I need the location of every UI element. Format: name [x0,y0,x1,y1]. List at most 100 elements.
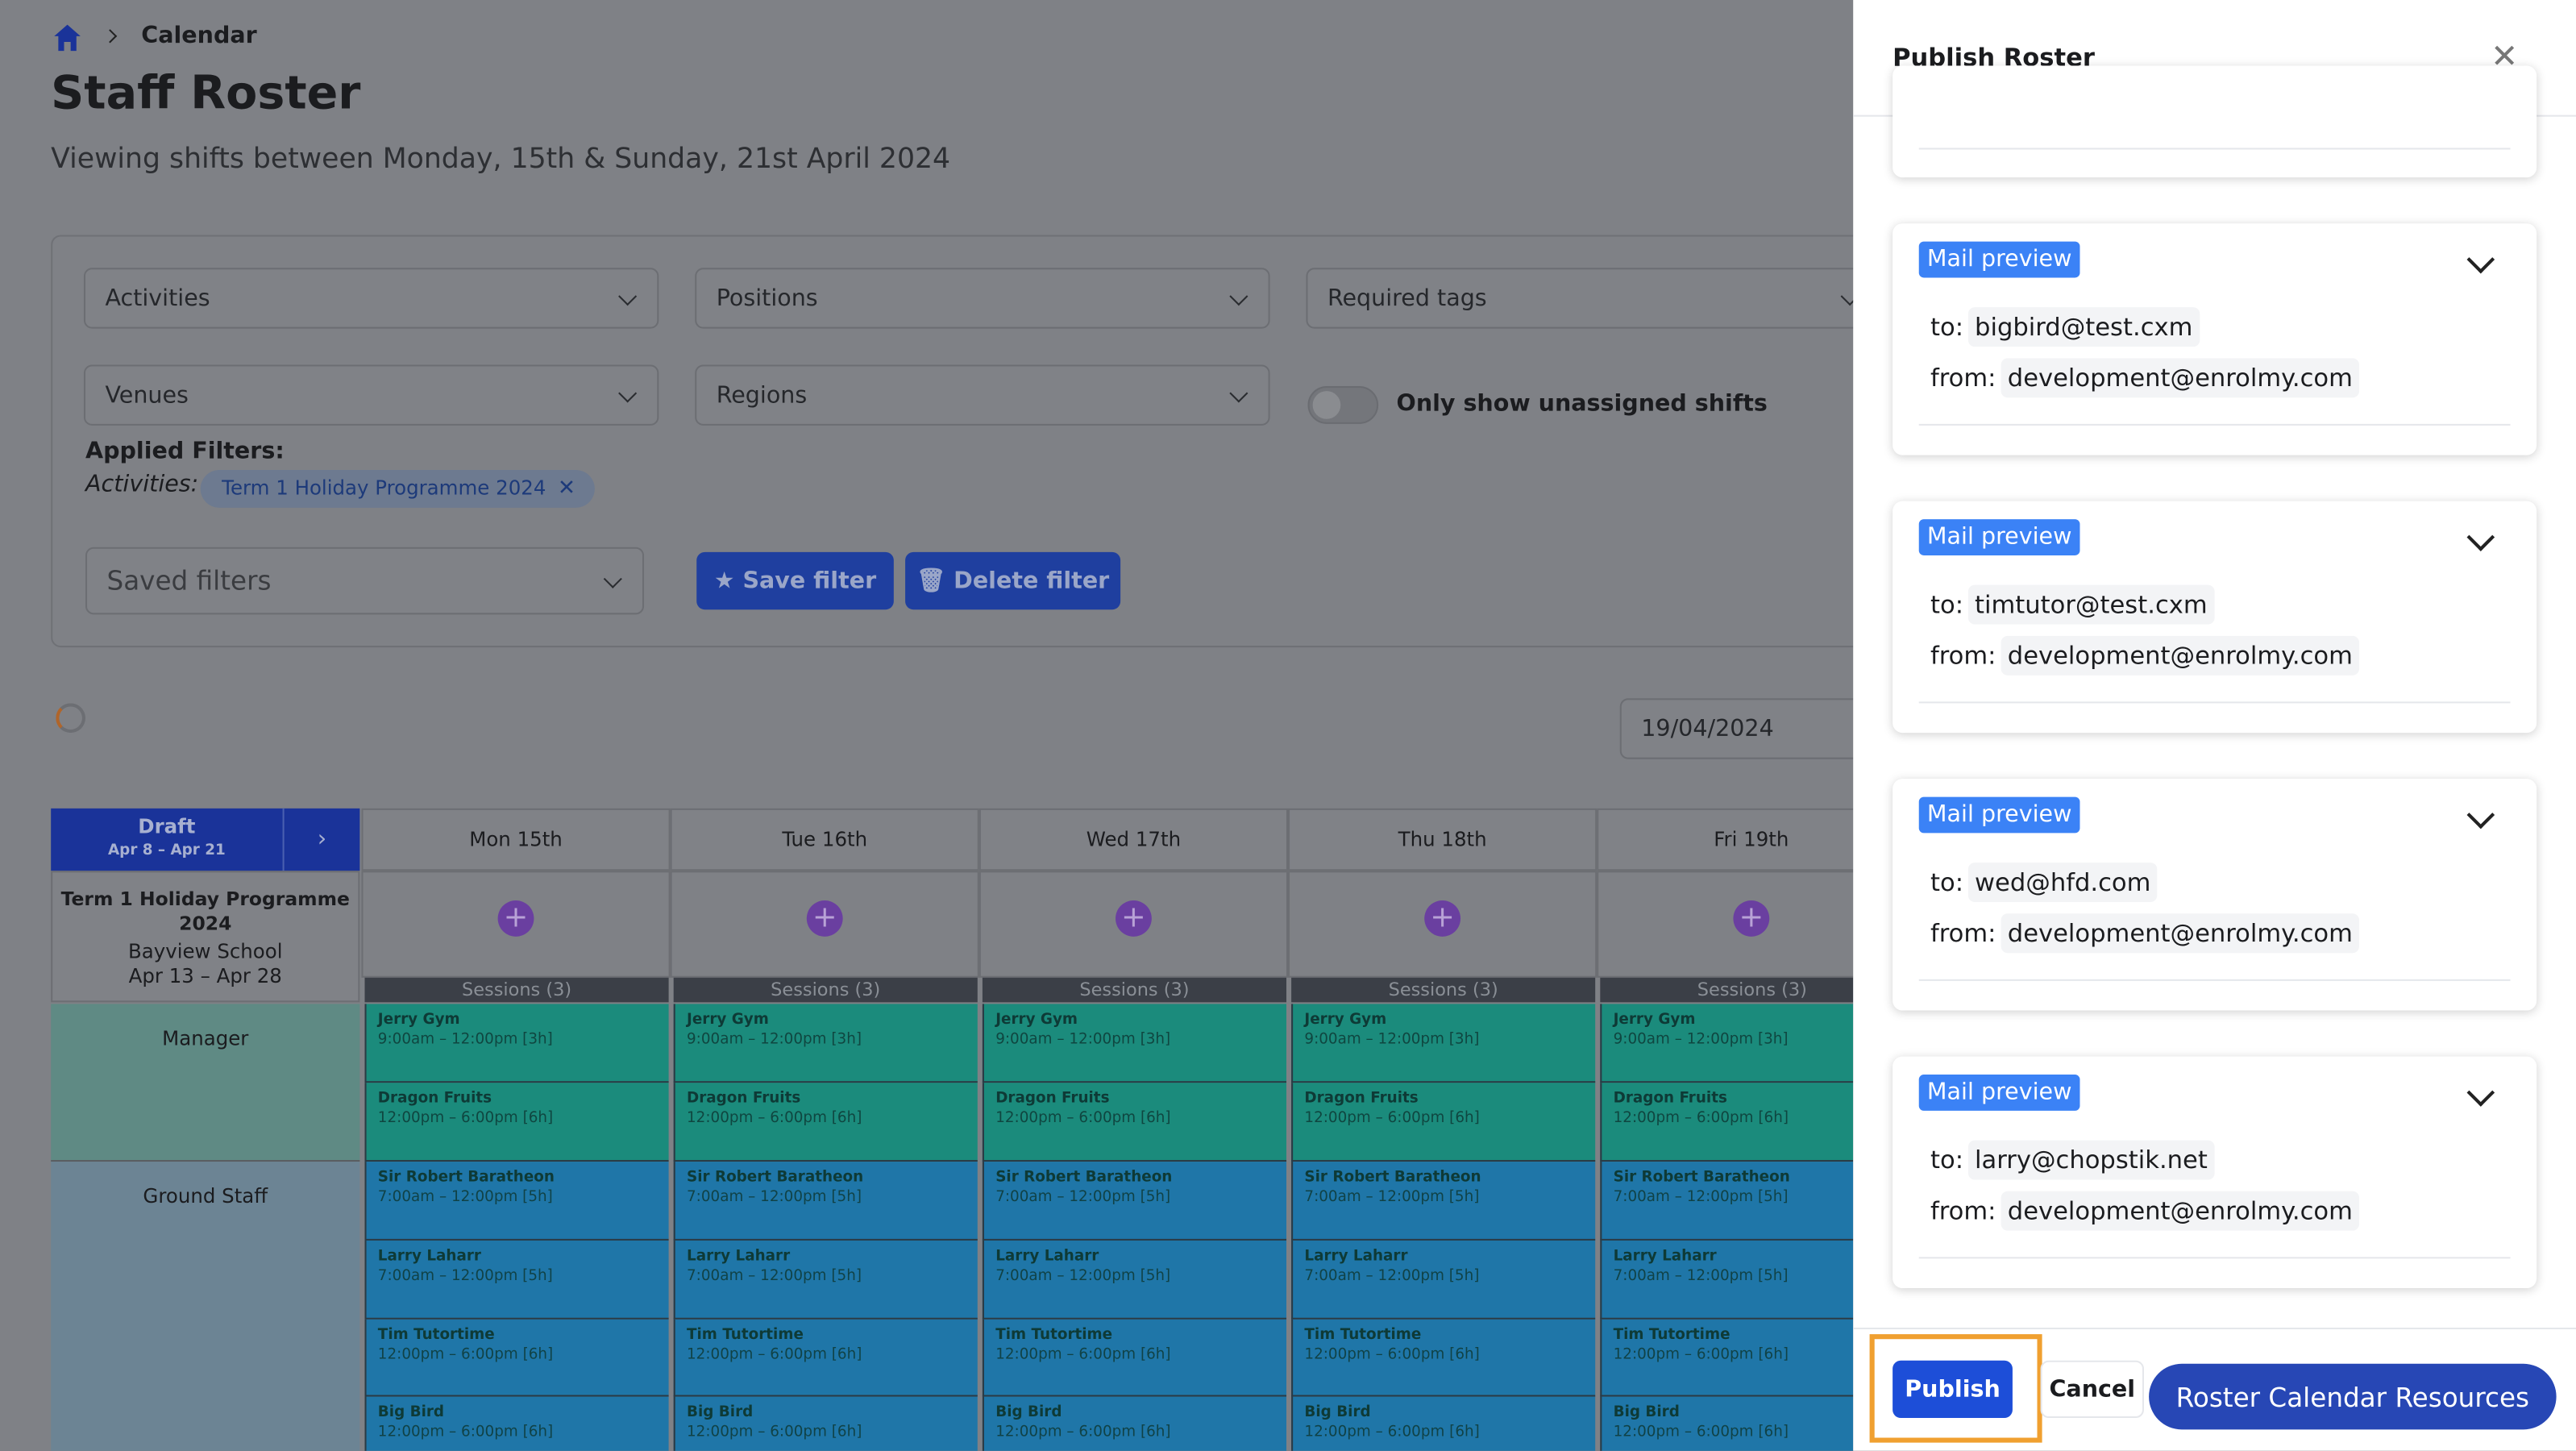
filter-chip[interactable]: Term 1 Holiday Programme 2024 ✕ [200,469,596,508]
venues-select[interactable]: Venues [83,364,659,426]
shift-name: Dragon Fruits [995,1091,1110,1108]
shift[interactable]: Sir Robert Baratheon 7:00am – 12:00pm [5h… [1291,1162,1596,1241]
shift[interactable]: Sir Robert Baratheon 7:00am – 12:00pm [5h… [1600,1162,1854,1241]
shift-name: Dragon Fruits [1613,1091,1727,1108]
shift[interactable]: Big Bird 12:00pm – 6:00pm [6h] [1291,1396,1596,1451]
expand[interactable] [2466,245,2495,274]
day-cell [1288,871,1598,978]
saved-filters[interactable]: Saved filters [85,547,645,615]
sessions-bar[interactable]: Sessions (3) [1291,977,1596,1003]
shift[interactable]: Jerry Gym 9:00am – 12:00pm [3h] [1600,1004,1854,1083]
shift[interactable]: Larry Laharr 7:00am – 12:00pm [5h] [673,1240,978,1320]
next-week[interactable]: › [282,808,360,871]
positions-select[interactable]: Positions [695,268,1270,329]
to-label: to: [1930,1145,1964,1175]
shift[interactable]: Tim Tutortime 12:00pm – 6:00pm [6h] [1600,1319,1854,1397]
to-label: to: [1930,867,1964,897]
shift[interactable]: Big Bird 12:00pm – 6:00pm [6h] [364,1396,669,1451]
label: Regions [716,381,808,409]
card [1893,65,2537,178]
day-label: Tue 16th [782,828,868,851]
shift-time: 12:00pm – 6:00pm [6h] [687,1347,862,1364]
home-icon[interactable] [52,23,82,53]
shift[interactable]: Dragon Fruits 12:00pm – 6:00pm [6h] [1600,1083,1854,1162]
divider [1918,701,2511,704]
sessions-bar[interactable]: Sessions (3) [982,977,1286,1003]
shift[interactable]: Larry Laharr 7:00am – 12:00pm [5h] [1600,1240,1854,1320]
shift[interactable]: Big Bird 12:00pm – 6:00pm [6h] [673,1396,978,1451]
program-name: Term 1 Holiday Programme 2024 [60,887,350,935]
resources-button[interactable]: Roster Calendar Resources [2149,1363,2557,1430]
activities-select[interactable]: Activities [83,268,659,329]
add-shift[interactable]: + [1733,900,1770,937]
shift-name: Big Bird [377,1404,445,1422]
shift[interactable]: Jerry Gym 9:00am – 12:00pm [3h] [673,1004,978,1083]
shift[interactable]: Dragon Fruits 12:00pm – 6:00pm [6h] [673,1083,978,1162]
mail-tag: Mail preview [1918,519,2080,555]
shift[interactable]: Jerry Gym 9:00am – 12:00pm [3h] [982,1004,1286,1083]
add-shift[interactable]: + [1424,900,1461,937]
shift[interactable]: Sir Robert Baratheon 7:00am – 12:00pm [5h… [364,1162,669,1241]
date-input[interactable]: 19/04/2024 [1619,698,1883,759]
from-label: from: [1930,1195,1996,1226]
shift[interactable]: Larry Laharr 7:00am – 12:00pm [5h] [982,1240,1286,1320]
cancel-button[interactable]: Cancel [2040,1360,2144,1419]
shift[interactable]: Jerry Gym 9:00am – 12:00pm [3h] [1291,1004,1596,1083]
shift-name: Sir Robert Baratheon [1613,1170,1790,1187]
group-cell [51,1162,360,1451]
shift[interactable]: Tim Tutortime 12:00pm – 6:00pm [6h] [982,1319,1286,1397]
sessions-bar[interactable]: Sessions (3) [1600,977,1854,1003]
expand[interactable] [2466,800,2495,829]
mail-card: Mail preview to: wed@hfd.com from: developme… [1893,779,2537,1011]
from-email: development@enrolmy.com [2001,913,2360,954]
day-label: Wed 17th [1086,828,1182,851]
shift[interactable]: Tim Tutortime 12:00pm – 6:00pm [6h] [673,1319,978,1397]
mail-tag: Mail preview [1918,796,2080,834]
day-header [1288,808,1598,871]
shift[interactable]: Dragon Fruits 12:00pm – 6:00pm [6h] [364,1083,669,1162]
add-shift[interactable]: + [1116,900,1152,937]
shift[interactable]: Larry Laharr 7:00am – 12:00pm [5h] [364,1240,669,1320]
add-shift[interactable]: + [806,900,843,937]
shift[interactable]: Larry Laharr 7:00am – 12:00pm [5h] [1291,1240,1596,1320]
draft-header[interactable] [51,808,283,871]
spinner [56,703,85,734]
toggle-label: Only show unassigned shifts [1396,391,1768,418]
shift[interactable]: Jerry Gym 9:00am – 12:00pm [3h] [364,1004,669,1083]
add-shift[interactable]: + [497,900,534,937]
shift[interactable]: Big Bird 12:00pm – 6:00pm [6h] [1600,1396,1854,1451]
shift-time: 9:00am – 12:00pm [3h] [1304,1032,1480,1049]
shift[interactable]: Dragon Fruits 12:00pm – 6:00pm [6h] [982,1083,1286,1162]
day-cell [1597,871,1854,978]
shift[interactable]: Sir Robert Baratheon 7:00am – 12:00pm [5h… [673,1162,978,1241]
shift[interactable]: Sir Robert Baratheon 7:00am – 12:00pm [5h… [982,1162,1286,1241]
expand[interactable] [2466,1079,2495,1107]
shift[interactable]: Dragon Fruits 12:00pm – 6:00pm [6h] [1291,1083,1596,1162]
shift-time: 7:00am – 12:00pm [5h] [1304,1189,1480,1207]
shift-name: Sir Robert Baratheon [377,1170,555,1187]
regions-select[interactable]: Regions [695,364,1270,426]
shift[interactable]: Tim Tutortime 12:00pm – 6:00pm [6h] [364,1319,669,1397]
shift-time: 9:00am – 12:00pm [3h] [1613,1032,1789,1049]
shift-time: 12:00pm – 6:00pm [6h] [377,1347,554,1364]
sessions-bar[interactable]: Sessions (3) [673,977,978,1003]
breadcrumb[interactable]: Calendar [141,23,257,50]
group-name: Manager [162,1026,249,1050]
label: Activities [105,285,210,312]
from-email: development@enrolmy.com [2001,358,2360,398]
label: Delete filter [954,568,1110,594]
delete-filter[interactable]: 🗑 Delete filter [905,551,1121,610]
shift[interactable]: Tim Tutortime 12:00pm – 6:00pm [6h] [1291,1319,1596,1397]
expand[interactable] [2466,523,2495,551]
sessions-bar[interactable]: Sessions (3) [364,977,669,1003]
tags-select[interactable]: Required tags [1306,268,1881,329]
shift[interactable]: Big Bird 12:00pm – 6:00pm [6h] [982,1396,1286,1451]
save-filter[interactable]: ★ Save filter [696,551,894,610]
to-email: larry@chopstik.net [1967,1140,2215,1180]
publish-button[interactable]: Publish [1893,1360,2013,1419]
applied-title: Applied Filters: [85,439,285,465]
shift-time: 12:00pm – 6:00pm [6h] [1304,1424,1480,1441]
toggle[interactable] [1307,386,1379,424]
